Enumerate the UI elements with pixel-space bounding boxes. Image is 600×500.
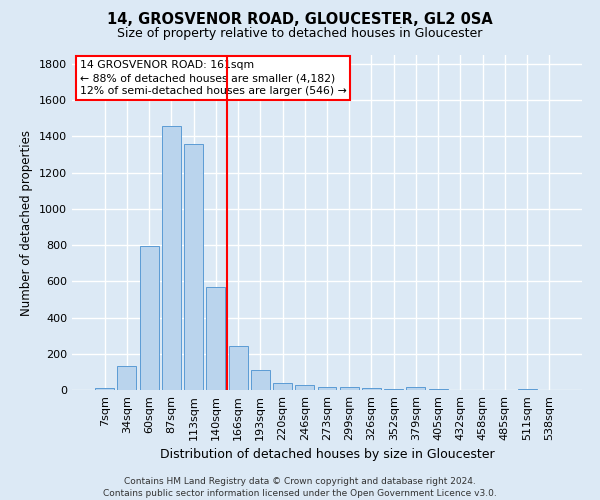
Y-axis label: Number of detached properties: Number of detached properties [20,130,34,316]
Bar [229,346,248,390]
Text: 14, GROSVENOR ROAD, GLOUCESTER, GL2 0SA: 14, GROSVENOR ROAD, GLOUCESTER, GL2 0SA [107,12,493,28]
Bar [518,389,536,390]
Bar [317,386,337,390]
Text: Size of property relative to detached houses in Gloucester: Size of property relative to detached ho… [118,28,482,40]
X-axis label: Distribution of detached houses by size in Gloucester: Distribution of detached houses by size … [160,448,494,462]
Bar [162,126,181,390]
Bar [384,388,403,390]
Bar [362,388,381,390]
Text: 14 GROSVENOR ROAD: 161sqm
← 88% of detached houses are smaller (4,182)
12% of se: 14 GROSVENOR ROAD: 161sqm ← 88% of detac… [80,60,346,96]
Bar [251,370,270,390]
Bar [295,386,314,390]
Bar [95,388,114,390]
Bar [340,388,359,390]
Bar [118,366,136,390]
Bar [429,389,448,390]
Bar [273,383,292,390]
Bar [184,144,203,390]
Bar [406,386,425,390]
Bar [140,246,158,390]
Bar [206,287,225,390]
Text: Contains HM Land Registry data © Crown copyright and database right 2024.
Contai: Contains HM Land Registry data © Crown c… [103,476,497,498]
